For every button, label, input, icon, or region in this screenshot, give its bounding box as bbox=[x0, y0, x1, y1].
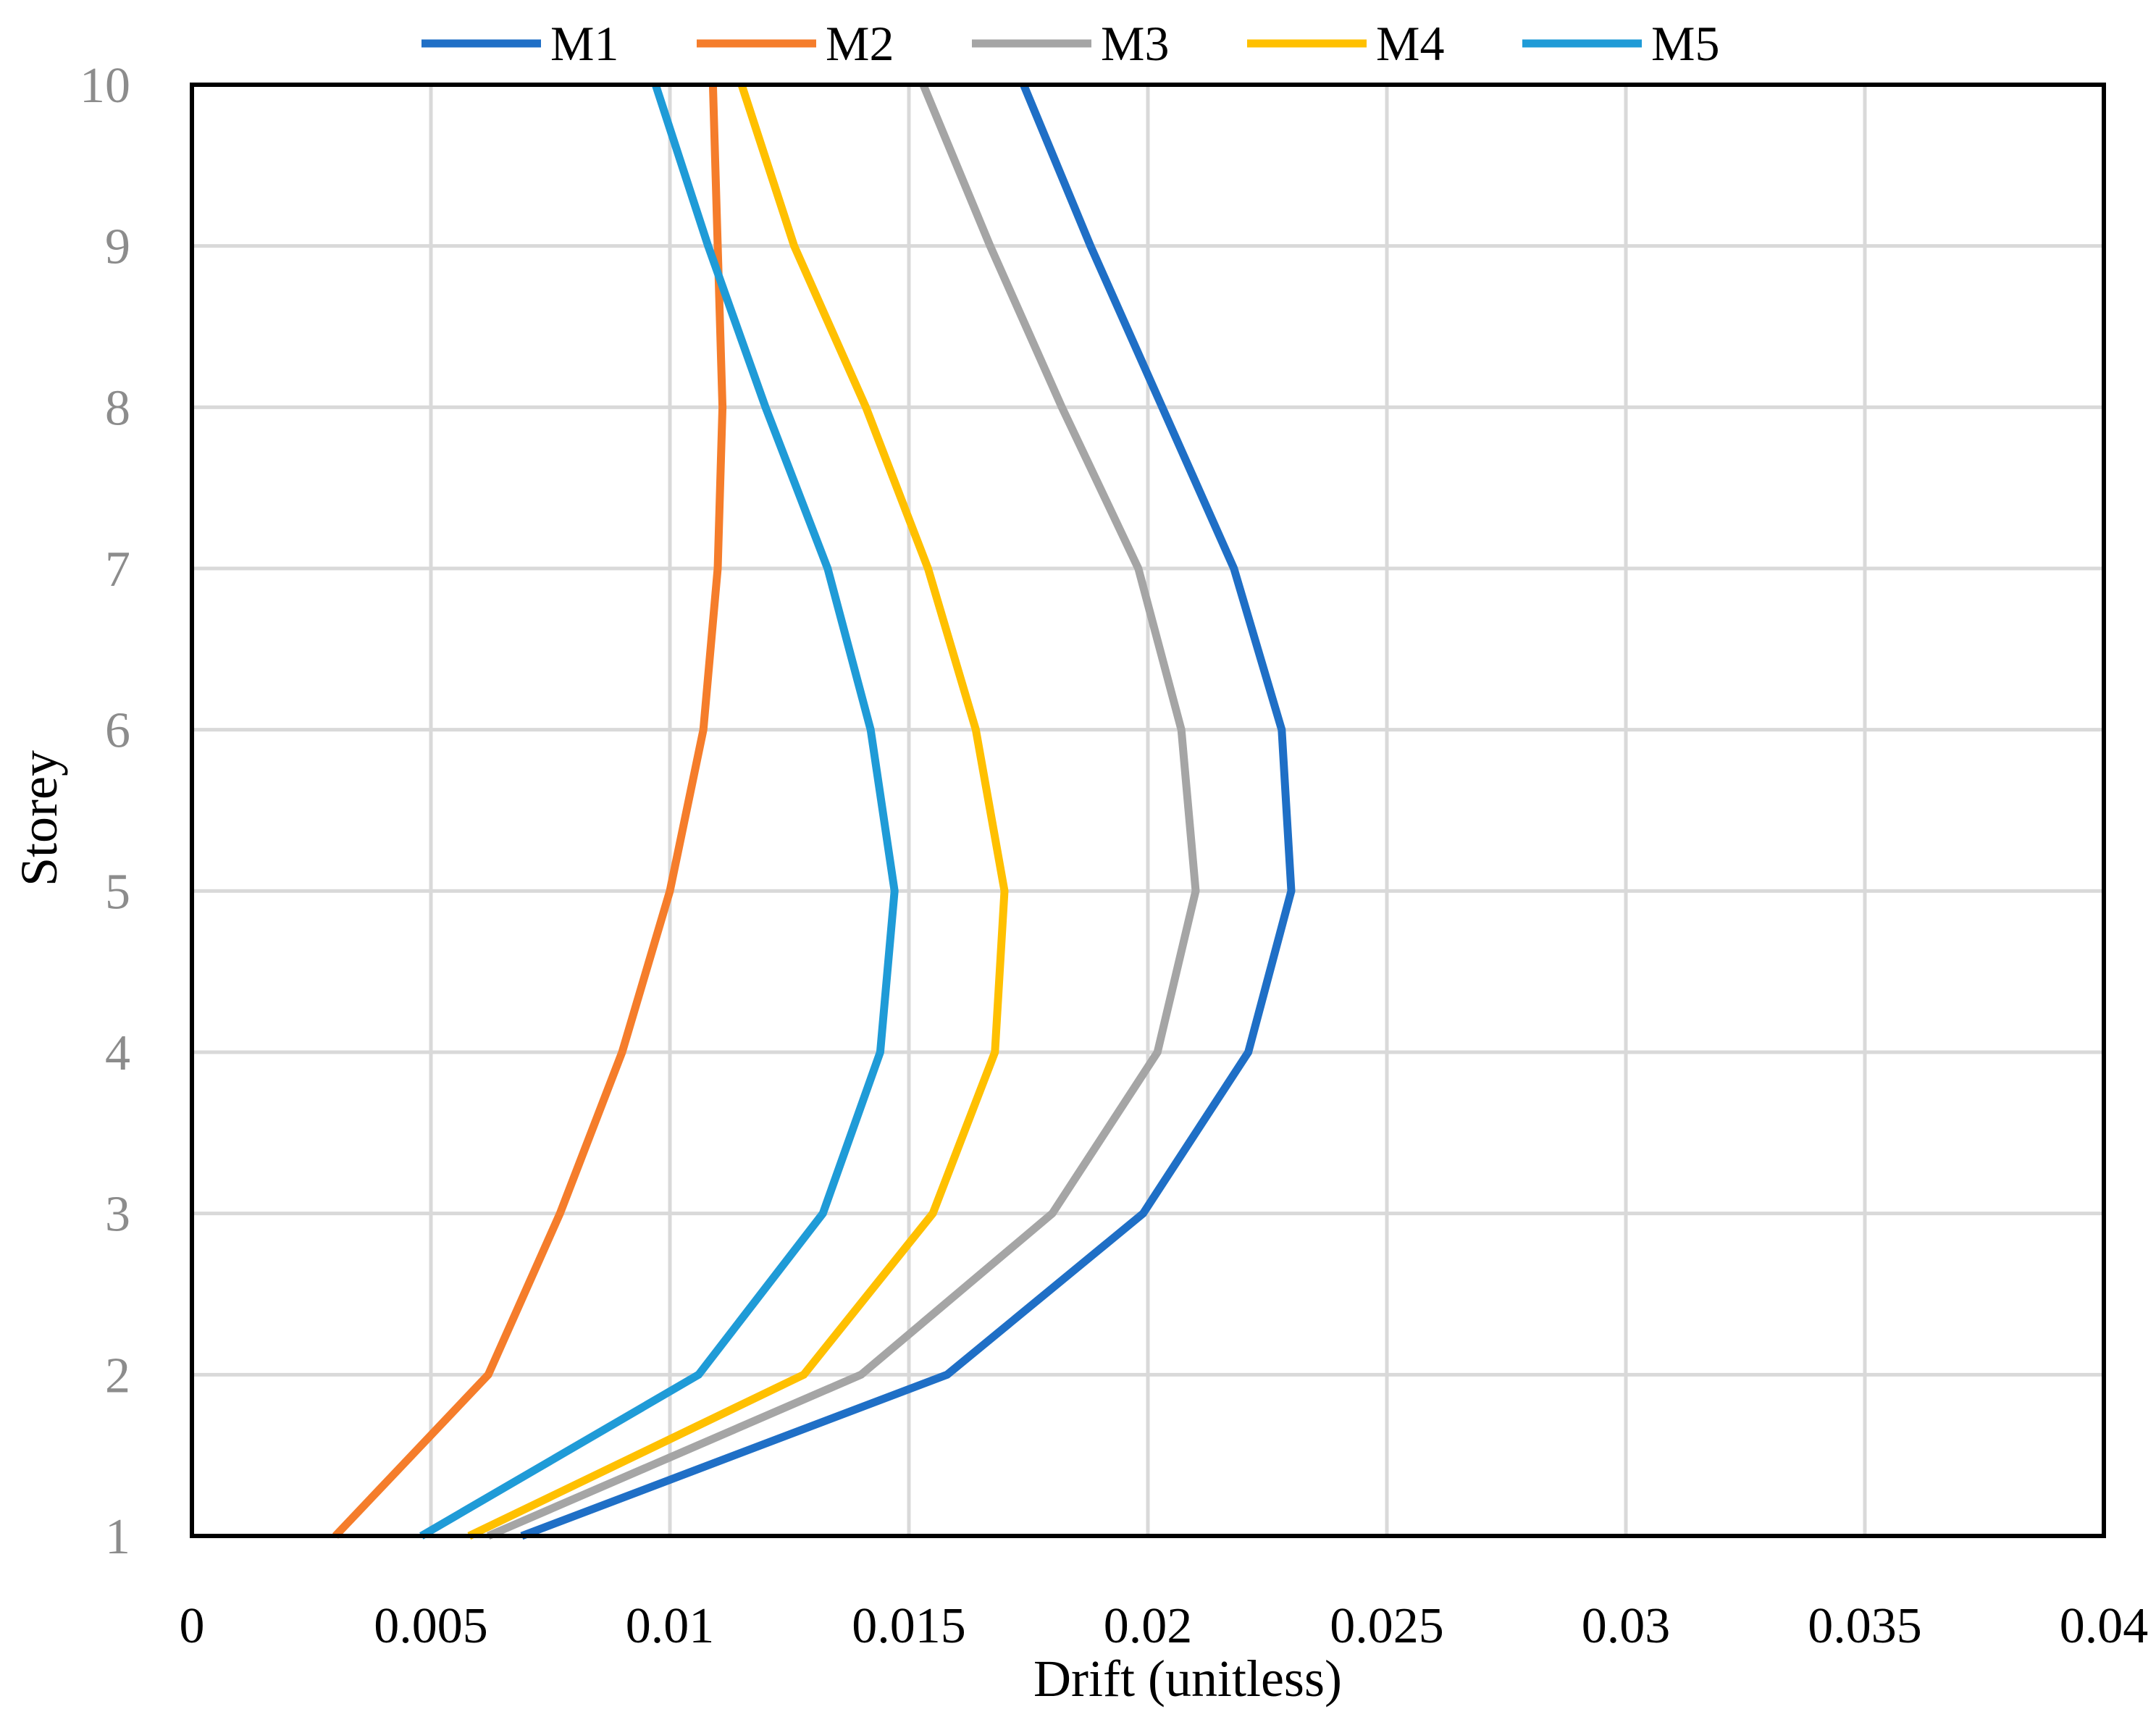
x-tick-label: 0.025 bbox=[1330, 1598, 1444, 1654]
x-tick-label: 0 bbox=[180, 1598, 205, 1654]
y-axis-title: Storey bbox=[10, 750, 68, 886]
series-line-m4 bbox=[467, 83, 1009, 1540]
y-tick-labels: 1 2 3 4 5 6 7 8 9 10 bbox=[80, 58, 130, 1565]
plot-area-border bbox=[190, 83, 2106, 1538]
y-tick-label: 6 bbox=[105, 703, 130, 759]
legend: M1 M2 M3 M4 M5 bbox=[421, 16, 1719, 71]
y-tick-label: 7 bbox=[105, 542, 130, 597]
y-tick-label: 2 bbox=[105, 1348, 130, 1403]
x-tick-label: 0.035 bbox=[1808, 1598, 1922, 1654]
y-tick-label: 4 bbox=[105, 1025, 130, 1081]
series-line-m3 bbox=[487, 83, 1200, 1540]
y-tick-label: 1 bbox=[105, 1509, 130, 1565]
x-tick-label: 0.005 bbox=[374, 1598, 488, 1654]
legend-label-m3: M3 bbox=[1101, 16, 1169, 71]
grid-layer bbox=[190, 83, 2106, 1538]
x-tick-label: 0.04 bbox=[2060, 1598, 2149, 1654]
x-tick-label: 0.03 bbox=[1582, 1598, 1671, 1654]
y-tick-label: 10 bbox=[80, 58, 130, 114]
legend-label-m2: M2 bbox=[826, 16, 894, 71]
series-layer bbox=[332, 83, 1296, 1540]
x-tick-label: 0.01 bbox=[626, 1598, 715, 1654]
y-tick-label: 3 bbox=[105, 1187, 130, 1243]
series-line-m1 bbox=[520, 83, 1296, 1540]
x-axis-title: Drift (unitless) bbox=[1033, 1650, 1342, 1708]
legend-label-m5: M5 bbox=[1651, 16, 1719, 71]
legend-label-m1: M1 bbox=[550, 16, 618, 71]
y-tick-label: 9 bbox=[105, 219, 130, 275]
series-line-m2 bbox=[332, 84, 727, 1539]
legend-label-m4: M4 bbox=[1376, 16, 1444, 71]
y-tick-label: 5 bbox=[105, 864, 130, 920]
x-tick-label: 0.02 bbox=[1104, 1598, 1193, 1654]
x-tick-labels: 0 0.005 0.01 0.015 0.02 0.025 0.03 0.035 0.04 bbox=[180, 1598, 2149, 1654]
series-line-m5 bbox=[419, 83, 899, 1540]
y-tick-label: 8 bbox=[105, 380, 130, 436]
x-tick-label: 0.015 bbox=[852, 1598, 966, 1654]
